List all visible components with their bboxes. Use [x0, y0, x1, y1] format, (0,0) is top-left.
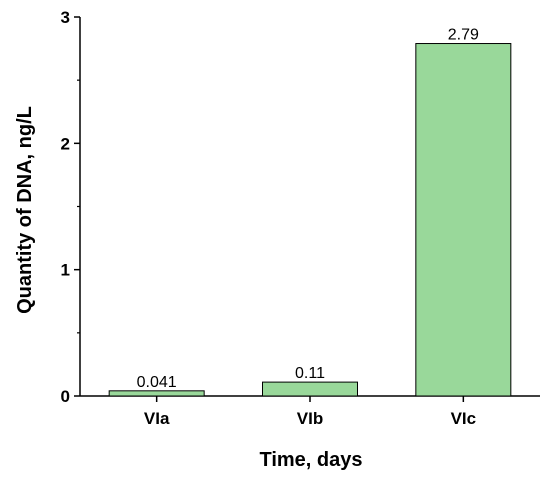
x-tick-label: VIa	[144, 409, 170, 428]
bar	[262, 381, 358, 397]
bar-data-label: 0.041	[137, 374, 177, 391]
y-tick-label: 2	[61, 134, 70, 153]
y-tick-label: 3	[61, 8, 70, 27]
plot-area: 0 1 2 3 0.041 VIa 0.11 VIb 2.79 VIc	[61, 8, 540, 428]
bar	[415, 43, 512, 397]
y-tick-label: 1	[61, 261, 70, 280]
bar-data-label: 0.11	[295, 365, 325, 382]
x-tick-label: VIb	[297, 409, 323, 428]
x-tick-label: VIc	[451, 409, 477, 428]
x-axis-title: Time, days	[259, 449, 362, 471]
y-axis-title: Quantity of DNA, ng/L	[14, 106, 36, 314]
y-tick-label: 0	[61, 387, 70, 406]
bar-data-label: 2.79	[448, 27, 479, 44]
bar	[108, 390, 205, 397]
